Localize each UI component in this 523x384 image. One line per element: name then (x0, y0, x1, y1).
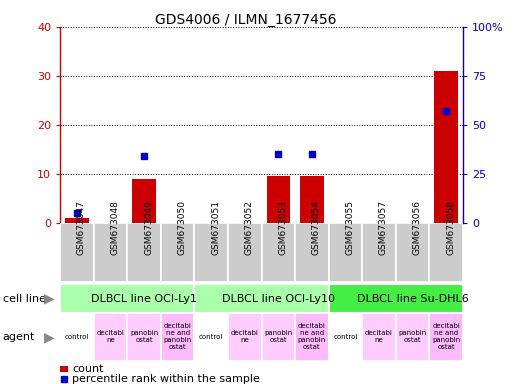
Text: decitabi
ne: decitabi ne (97, 331, 124, 343)
Text: decitabi
ne and
panobin
ostat: decitabi ne and panobin ostat (432, 323, 460, 351)
Bar (195, 313, 228, 361)
Bar (228, 313, 262, 361)
Bar (60, 313, 94, 361)
Text: decitabi
ne: decitabi ne (365, 331, 393, 343)
Bar (396, 223, 429, 282)
Bar (396, 313, 429, 361)
Bar (94, 313, 127, 361)
Bar (60, 366, 68, 372)
Text: GSM673048: GSM673048 (110, 200, 119, 255)
Text: DLBCL line Su-DHL6: DLBCL line Su-DHL6 (357, 293, 469, 304)
Bar (362, 223, 396, 282)
Text: ▶: ▶ (44, 330, 55, 344)
Text: agent: agent (3, 332, 35, 342)
Text: GSM673054: GSM673054 (312, 200, 321, 255)
Text: GSM673056: GSM673056 (413, 200, 422, 255)
Bar (362, 313, 396, 361)
Bar (262, 313, 295, 361)
Text: decitabi
ne and
panobin
ostat: decitabi ne and panobin ostat (164, 323, 192, 351)
Bar (328, 284, 463, 313)
Bar (127, 223, 161, 282)
Text: panobin
ostat: panobin ostat (130, 331, 158, 343)
Bar (429, 223, 463, 282)
Bar (195, 223, 228, 282)
Text: percentile rank within the sample: percentile rank within the sample (72, 374, 260, 384)
Text: GSM673053: GSM673053 (278, 200, 287, 255)
Bar (195, 284, 328, 313)
Text: GSM673051: GSM673051 (211, 200, 220, 255)
Bar (228, 223, 262, 282)
Bar (328, 223, 362, 282)
Text: control: control (65, 334, 89, 340)
Text: GSM673055: GSM673055 (345, 200, 355, 255)
Text: GSM673058: GSM673058 (446, 200, 455, 255)
Text: GSM673049: GSM673049 (144, 200, 153, 255)
Bar (295, 223, 328, 282)
Bar (132, 179, 156, 223)
Text: decitabi
ne: decitabi ne (231, 331, 259, 343)
Text: control: control (333, 334, 358, 340)
Text: decitabi
ne and
panobin
ostat: decitabi ne and panobin ostat (298, 323, 326, 351)
Bar (429, 313, 463, 361)
Text: GSM673052: GSM673052 (245, 200, 254, 255)
Bar (161, 313, 195, 361)
Text: count: count (72, 364, 104, 374)
Text: panobin
ostat: panobin ostat (399, 331, 427, 343)
Text: GDS4006 / ILMN_1677456: GDS4006 / ILMN_1677456 (155, 13, 337, 27)
Bar (328, 313, 362, 361)
Text: DLBCL line OCI-Ly1: DLBCL line OCI-Ly1 (91, 293, 197, 304)
Text: DLBCL line OCI-Ly10: DLBCL line OCI-Ly10 (222, 293, 335, 304)
Bar (127, 313, 161, 361)
Bar (60, 223, 94, 282)
Text: GSM673047: GSM673047 (77, 200, 86, 255)
Text: ▶: ▶ (44, 291, 55, 306)
Text: control: control (199, 334, 223, 340)
Bar (161, 223, 195, 282)
Text: cell line: cell line (3, 293, 46, 304)
Bar (60, 284, 195, 313)
Bar (300, 176, 324, 223)
Bar (434, 71, 458, 223)
Text: panobin
ostat: panobin ostat (264, 331, 292, 343)
Text: GSM673050: GSM673050 (178, 200, 187, 255)
Bar (295, 313, 328, 361)
Text: GSM673057: GSM673057 (379, 200, 388, 255)
Bar (94, 223, 127, 282)
Bar (262, 223, 295, 282)
Bar (65, 218, 89, 223)
Bar (267, 176, 290, 223)
